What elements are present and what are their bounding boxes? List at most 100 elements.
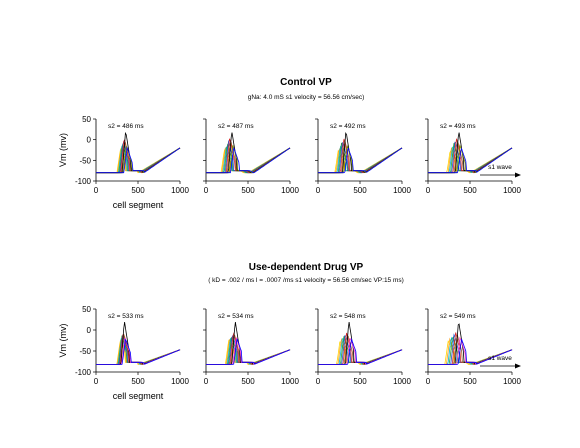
x-tick-label: 500 xyxy=(241,377,255,386)
trace-line xyxy=(318,336,403,365)
x-tick-label: 1000 xyxy=(171,186,189,195)
trace-line xyxy=(96,144,181,174)
x-axis-label: cell segment xyxy=(113,200,164,210)
panel-3: 0 500 1000 s2 = 549 ms s1 wave xyxy=(425,308,521,386)
trace-line xyxy=(96,333,181,365)
trace-line xyxy=(206,138,291,174)
trace-line xyxy=(206,337,291,365)
trace-line xyxy=(318,145,403,174)
x-axis-label: cell segment xyxy=(113,391,164,401)
s1-wave-arrow-head xyxy=(515,363,521,369)
x-tick-label: 1000 xyxy=(393,377,411,386)
trace-line xyxy=(206,334,291,365)
trace-line xyxy=(206,332,291,365)
trace-line xyxy=(318,337,403,365)
trace-line xyxy=(96,335,181,365)
trace-line xyxy=(318,338,403,365)
x-tick-label: 1000 xyxy=(503,186,521,195)
y-tick-label: -50 xyxy=(79,347,91,356)
trace-line xyxy=(206,145,291,174)
x-tick-label: 0 xyxy=(316,377,321,386)
trace-line xyxy=(318,332,403,365)
x-tick-label: 1000 xyxy=(503,377,521,386)
trace-line xyxy=(206,339,291,365)
x-tick-label: 500 xyxy=(463,377,477,386)
trace-line xyxy=(318,147,403,174)
x-tick-label: 500 xyxy=(353,186,367,195)
y-tick-label: 50 xyxy=(82,305,91,314)
trace-line xyxy=(318,322,403,365)
chart-title: Use-dependent Drug VP xyxy=(249,262,364,273)
x-tick-label: 0 xyxy=(316,186,321,195)
x-tick-label: 500 xyxy=(241,186,255,195)
y-tick-label: -50 xyxy=(79,156,91,165)
panel-1: 0 500 1000 s2 = 534 ms xyxy=(203,308,299,386)
trace-line xyxy=(96,131,181,174)
trace-line xyxy=(96,141,181,174)
trace-line xyxy=(96,339,181,365)
trace-line xyxy=(96,145,181,174)
x-tick-label: 500 xyxy=(463,186,477,195)
panel-label: s2 = 548 ms xyxy=(330,313,366,320)
panel-label: s2 = 492 ms xyxy=(330,123,366,130)
trace-line xyxy=(318,142,403,174)
s1-wave-label: s1 wave xyxy=(488,355,512,362)
y-tick-label: 0 xyxy=(87,326,92,335)
trace-line xyxy=(206,143,291,174)
trace-line xyxy=(96,338,181,365)
trace-line xyxy=(96,338,181,365)
panel-3: 0 500 1000 s2 = 493 ms s1 wave xyxy=(425,118,521,195)
trace-line xyxy=(96,334,181,365)
trace-line xyxy=(206,338,291,365)
trace-line xyxy=(318,341,403,365)
trace-line xyxy=(318,335,403,365)
trace-line xyxy=(318,141,403,174)
trace-line xyxy=(206,338,291,365)
trace-line xyxy=(318,147,403,174)
y-tick-label: 0 xyxy=(87,136,92,145)
x-tick-label: 1000 xyxy=(393,186,411,195)
panel-label: s2 = 486 ms xyxy=(108,123,144,130)
panel-label: s2 = 493 ms xyxy=(440,123,476,130)
trace-line xyxy=(318,131,403,174)
trace-line xyxy=(206,338,291,365)
y-tick-label: -100 xyxy=(75,368,92,377)
trace-line xyxy=(318,337,403,365)
panel-label: s2 = 533 ms xyxy=(108,313,144,320)
x-tick-label: 0 xyxy=(426,377,431,386)
x-tick-label: 500 xyxy=(131,186,145,195)
x-tick-label: 1000 xyxy=(171,377,189,386)
trace-line xyxy=(318,335,403,365)
trace-line xyxy=(206,336,291,365)
trace-line xyxy=(96,147,181,174)
trace-line xyxy=(206,322,291,365)
y-axis-label: Vm (mv) xyxy=(58,133,68,167)
x-tick-label: 500 xyxy=(131,377,145,386)
trace-line xyxy=(96,337,181,365)
y-tick-label: -100 xyxy=(75,177,92,186)
trace-line xyxy=(96,338,181,365)
panel-label: s2 = 487 ms xyxy=(218,123,254,130)
trace-line xyxy=(318,338,403,365)
trace-line xyxy=(96,322,181,365)
x-tick-label: 500 xyxy=(353,377,367,386)
panel-1: 0 500 1000 s2 = 487 ms xyxy=(203,118,299,195)
chart-subtitle: gNa: 4.0 mS s1 velocity = 56.56 cm/sec) xyxy=(248,94,365,101)
y-axis-label: Vm (mv) xyxy=(58,324,68,358)
chart-title: Control VP xyxy=(280,77,332,88)
panel-2: 0 500 1000 s2 = 548 ms xyxy=(315,308,411,386)
trace-line xyxy=(206,146,291,174)
chart-figure-0: Control VP gNa: 4.0 mS s1 velocity = 56.5… xyxy=(58,77,521,210)
trace-line xyxy=(96,143,181,174)
trace-line xyxy=(318,144,403,174)
chart-figure-1: Use-dependent Drug VP ( kD = .002 / ms l … xyxy=(58,262,521,401)
trace-line xyxy=(206,147,291,174)
s1-wave-label: s1 wave xyxy=(488,164,512,171)
x-tick-label: 0 xyxy=(94,377,99,386)
panel-label: s2 = 534 ms xyxy=(218,313,254,320)
x-tick-label: 0 xyxy=(426,186,431,195)
chart-subtitle: ( kD = .002 / ms l = .0007 /ms s1 veloci… xyxy=(208,277,404,284)
